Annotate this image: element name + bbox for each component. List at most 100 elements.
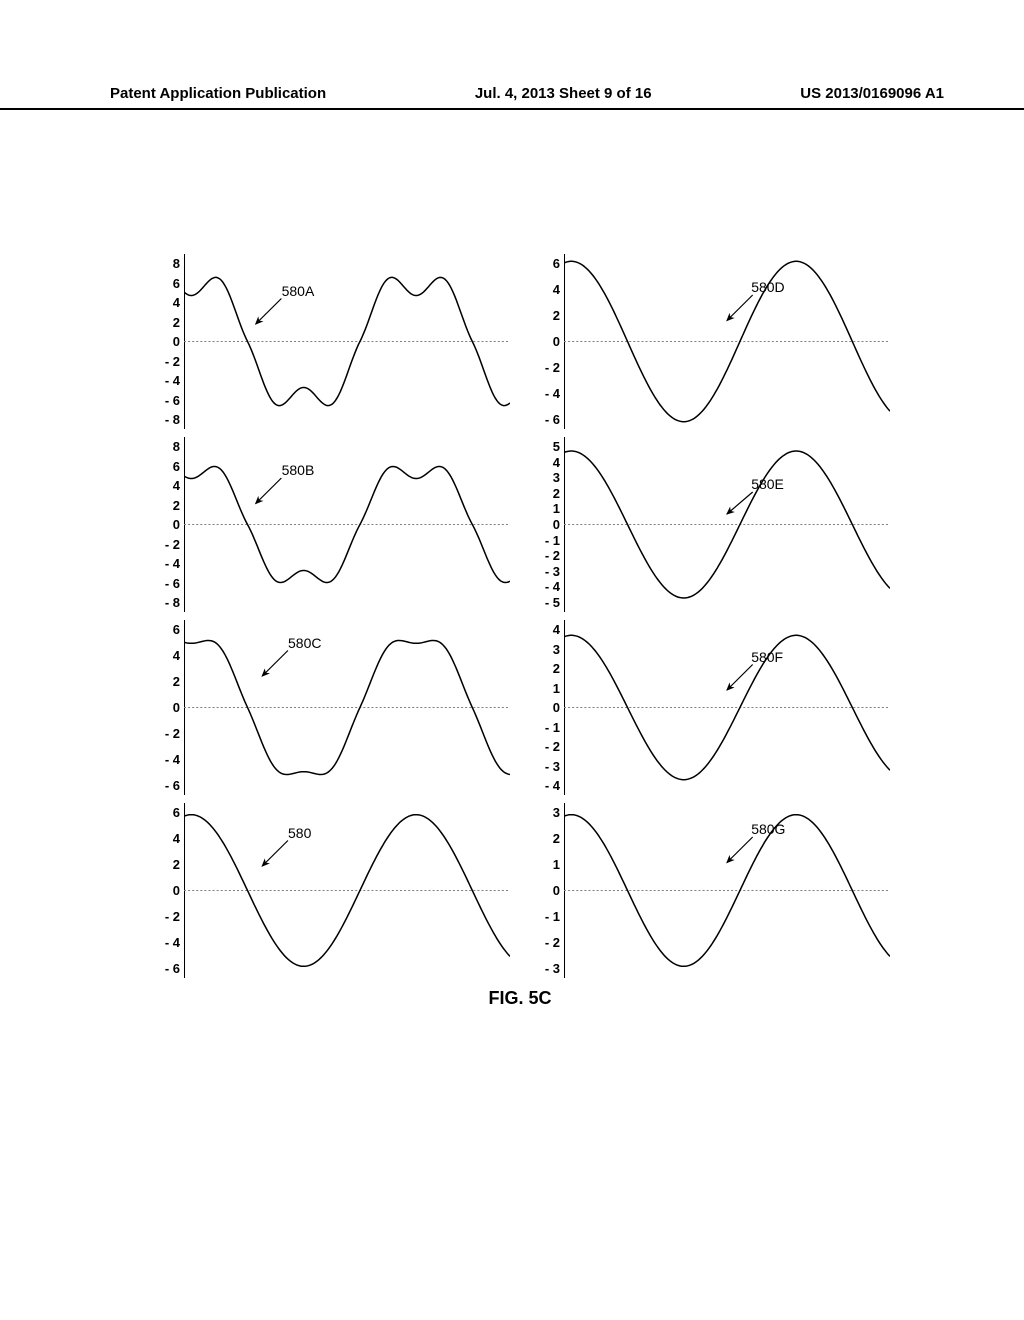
y-tick-label: - 2 <box>530 739 560 754</box>
y-tick-label: - 2 <box>150 354 180 369</box>
y-axis-labels: 43210- 1- 2- 3- 4 <box>530 620 560 795</box>
plot-area <box>564 254 890 429</box>
y-tick-label: 4 <box>150 478 180 493</box>
callout-label: 580 <box>288 825 311 841</box>
y-axis-labels: 6 4 2 0 - 2 - 4 - 6 <box>150 803 180 978</box>
callout-arrow <box>262 841 288 867</box>
y-tick-label: 2 <box>530 308 560 323</box>
y-axis-labels: 86420- 2- 4- 6- 8 <box>150 254 180 429</box>
plot-area <box>564 620 890 795</box>
y-tick-label: 2 <box>530 486 560 501</box>
y-tick-label: - 4 <box>530 386 560 401</box>
y-tick-label: 0 <box>150 883 180 898</box>
callout-label: 580B <box>282 462 315 478</box>
y-tick-label: - 2 <box>530 935 560 950</box>
y-tick-label: - 5 <box>530 595 560 610</box>
y-tick-label: 6 <box>150 276 180 291</box>
y-tick-label: 1 <box>530 501 560 516</box>
y-tick-label: 3 <box>530 642 560 657</box>
y-tick-label: 0 <box>150 334 180 349</box>
y-tick-label: 0 <box>530 883 560 898</box>
callout-arrow <box>727 665 753 691</box>
y-tick-label: - 2 <box>150 726 180 741</box>
chart-svg <box>564 254 890 429</box>
callout-arrow <box>727 492 753 514</box>
chart-panel-580A: 86420- 2- 4- 6- 8 580A <box>150 254 510 429</box>
y-tick-label: 6 <box>150 805 180 820</box>
y-tick-label: - 4 <box>150 373 180 388</box>
callout-label: 580D <box>751 279 784 295</box>
chart-svg <box>564 437 890 612</box>
chart-svg <box>564 620 890 795</box>
y-tick-label: 2 <box>150 315 180 330</box>
callout-label: 580A <box>282 283 315 299</box>
y-tick-label: - 1 <box>530 533 560 548</box>
y-tick-label: - 3 <box>530 564 560 579</box>
y-tick-label: 2 <box>150 498 180 513</box>
chart-panel-580G: 3210- 1- 2- 3 580G <box>530 803 890 978</box>
plot-area <box>184 437 510 612</box>
y-tick-label: 4 <box>530 282 560 297</box>
y-axis-labels: 3210- 1- 2- 3 <box>530 803 560 978</box>
callout-arrow <box>727 295 753 321</box>
y-tick-label: - 1 <box>530 720 560 735</box>
plot-area <box>564 437 890 612</box>
plot-area <box>184 803 510 978</box>
chart-panel-580F: 43210- 1- 2- 3- 4 580F <box>530 620 890 795</box>
y-tick-label: 5 <box>530 439 560 454</box>
y-tick-label: - 6 <box>150 778 180 793</box>
y-tick-label: 0 <box>150 517 180 532</box>
y-tick-label: 4 <box>150 295 180 310</box>
y-tick-label: - 8 <box>150 595 180 610</box>
y-tick-label: - 6 <box>150 961 180 976</box>
y-tick-label: 4 <box>150 648 180 663</box>
y-tick-label: - 2 <box>530 360 560 375</box>
y-tick-label: - 6 <box>530 412 560 427</box>
y-tick-label: 2 <box>530 661 560 676</box>
y-tick-label: 1 <box>530 681 560 696</box>
y-tick-label: 2 <box>150 857 180 872</box>
y-axis-labels: 6420- 2- 4- 6 <box>530 254 560 429</box>
header-left: Patent Application Publication <box>110 85 326 102</box>
y-tick-label: - 4 <box>530 579 560 594</box>
page-header: Patent Application Publication Jul. 4, 2… <box>0 85 1024 110</box>
callout-arrow <box>256 299 282 325</box>
y-tick-label: - 3 <box>530 961 560 976</box>
plot-area <box>184 254 510 429</box>
y-tick-label: 4 <box>150 831 180 846</box>
y-tick-label: - 6 <box>150 576 180 591</box>
callout-label: 580F <box>751 649 783 665</box>
chart-svg <box>184 803 510 978</box>
y-tick-label: - 2 <box>150 909 180 924</box>
chart-svg <box>184 254 510 429</box>
y-tick-label: 0 <box>530 334 560 349</box>
y-tick-label: - 4 <box>150 556 180 571</box>
header-center: Jul. 4, 2013 Sheet 9 of 16 <box>475 85 652 102</box>
chart-svg <box>184 437 510 612</box>
y-tick-label: - 2 <box>150 537 180 552</box>
plot-area <box>184 620 510 795</box>
y-tick-label: 3 <box>530 805 560 820</box>
header-right: US 2013/0169096 A1 <box>800 85 944 102</box>
y-tick-label: - 4 <box>150 752 180 767</box>
y-tick-label: - 1 <box>530 909 560 924</box>
y-tick-label: - 8 <box>150 412 180 427</box>
y-axis-labels: 543210- 1- 2- 3- 4- 5 <box>530 437 560 612</box>
y-tick-label: - 4 <box>530 778 560 793</box>
y-tick-label: - 4 <box>150 935 180 950</box>
chart-panel-580B: 86420- 2- 4- 6- 8 580B <box>150 437 510 612</box>
callout-arrow <box>256 478 282 504</box>
y-tick-label: 3 <box>530 470 560 485</box>
y-axis-labels: 86420- 2- 4- 6- 8 <box>150 437 180 612</box>
figure-5c: 8 6 4 2 0 - 2 - 4 - 6 - 8 580A 6 4 2 0 - 2 - 4 - 6 580D… <box>150 254 890 1009</box>
y-tick-label: 6 <box>150 622 180 637</box>
y-tick-label: 2 <box>150 674 180 689</box>
y-tick-label: - 3 <box>530 759 560 774</box>
y-tick-label: 8 <box>150 256 180 271</box>
y-tick-label: - 2 <box>530 548 560 563</box>
y-tick-label: 1 <box>530 857 560 872</box>
y-tick-label: 6 <box>150 459 180 474</box>
y-axis-labels: 6420- 2- 4- 6 <box>150 620 180 795</box>
callout-label: 580C <box>288 635 321 651</box>
y-tick-label: 4 <box>530 455 560 470</box>
